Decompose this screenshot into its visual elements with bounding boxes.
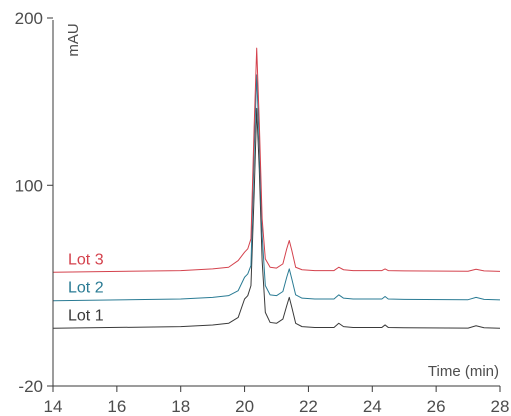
legend-label-lot-1: Lot 1: [68, 307, 104, 324]
series-lines: [52, 47, 501, 329]
y-tick-label: 100: [15, 176, 43, 195]
y-tick-label: 200: [15, 9, 43, 28]
legend-label-lot-2: Lot 2: [68, 280, 104, 297]
axes: [52, 20, 500, 387]
ticks: 14 16 18 20 22 24 26 28 -20 100 200: [15, 9, 510, 416]
x-axis-title: Time (min): [428, 363, 499, 380]
series-line-lot-1: [52, 107, 501, 329]
x-tick-label: 24: [363, 397, 382, 416]
series-line-lot-2: [52, 74, 501, 302]
series-line-lot-3: [52, 47, 501, 273]
x-tick-label: 26: [427, 397, 446, 416]
x-tick-label: 14: [44, 397, 63, 416]
legend: Lot 1 Lot 2 Lot 3: [68, 251, 104, 324]
y-axis-title: mAU: [65, 23, 82, 56]
y-tick-label: -20: [18, 377, 43, 396]
x-tick-label: 28: [491, 397, 510, 416]
x-tick-label: 18: [171, 397, 190, 416]
x-tick-label: 16: [107, 397, 126, 416]
legend-label-lot-3: Lot 3: [68, 251, 104, 268]
x-tick-label: 22: [299, 397, 318, 416]
x-tick-label: 20: [235, 397, 254, 416]
